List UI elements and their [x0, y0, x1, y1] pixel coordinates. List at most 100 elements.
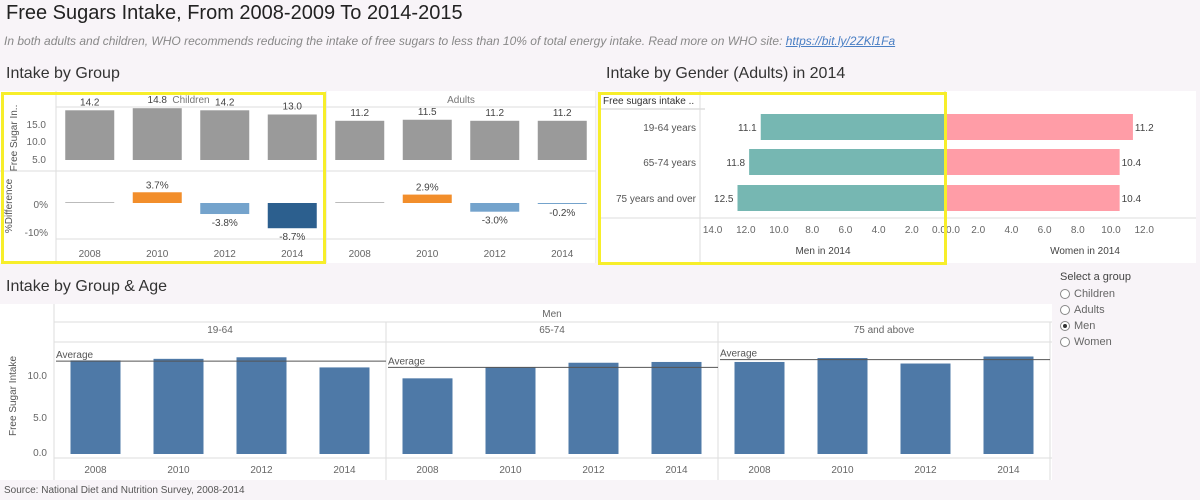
age-chart-marks: Men 10.0 5.0 0.0 Free Sugar Intake 19-64 Avera… — [8, 304, 1052, 480]
bar-pct-diff — [537, 203, 587, 204]
bar-intake — [267, 114, 317, 160]
page-subtitle: In both adults and children, WHO recomme… — [4, 34, 895, 48]
bar-intake — [402, 378, 453, 454]
panel-header: Adults — [447, 95, 475, 106]
bar-intake — [153, 358, 204, 454]
radio-men[interactable]: Men — [1060, 318, 1190, 334]
panel-header: 19-64 — [207, 325, 233, 336]
radio-button[interactable] — [1060, 337, 1070, 347]
radio-adults[interactable]: Adults — [1060, 302, 1190, 318]
x-tick-label: 2010 — [416, 249, 439, 260]
source-note: Source: National Diet and Nutrition Surv… — [4, 485, 245, 496]
x-tick-label: 8.0 — [805, 225, 819, 236]
group-chart: Children Adults 15.0 10.0 5.0 Free Sugar In..… — [0, 91, 596, 263]
x-tick-label: 2012 — [214, 249, 237, 260]
bar-label: 14.2 — [80, 97, 100, 108]
age-chart: Men 10.0 5.0 0.0 Free Sugar Intake 19-64 Avera… — [0, 304, 1052, 480]
bar-women — [947, 149, 1120, 175]
gender-chart: Free sugars intake .. 19-64 years 65-74 ye… — [600, 91, 1196, 263]
bar-intake — [65, 110, 115, 160]
gender-chart-marks: Free sugars intake .. 19-64 years 65-74 ye… — [600, 91, 1196, 263]
average-label: Average — [56, 350, 94, 361]
bar-women — [947, 185, 1120, 211]
bar-label: 11.2 — [350, 108, 369, 119]
panel-header: 75 and above — [854, 325, 915, 336]
x-tick-label: 10.0 — [769, 225, 789, 236]
bar-intake — [568, 362, 619, 454]
x-tick-label: 0.0 — [932, 225, 946, 236]
bar-intake — [983, 356, 1034, 454]
bar-pct-diff — [132, 192, 182, 203]
filter-label: Select a group — [1060, 271, 1131, 283]
panel-header: 65-74 — [539, 325, 565, 336]
radio-women[interactable]: Women — [1060, 334, 1190, 350]
y-axis-title: %Difference — [4, 178, 15, 233]
bar-intake — [651, 361, 702, 454]
radio-children[interactable]: Children — [1060, 286, 1190, 302]
x-tick-label: 2012 — [250, 465, 273, 476]
radio-button[interactable] — [1060, 305, 1070, 315]
radio-button[interactable] — [1060, 289, 1070, 299]
bar-label: -8.7% — [279, 232, 305, 243]
y-tick-label: 10.0 — [27, 137, 47, 148]
bar-pct-diff — [402, 194, 452, 203]
bar-label: 11.2 — [1135, 123, 1154, 134]
bar-label: 14.2 — [215, 97, 235, 108]
bar-intake — [200, 110, 250, 160]
bar-label: 11.2 — [553, 108, 572, 119]
bar-intake — [236, 357, 287, 454]
row-header: Free sugars intake .. — [603, 96, 694, 107]
group-filter: Select a group Children Adults Men Women — [1060, 271, 1190, 350]
bar-label: 2.9% — [416, 183, 439, 194]
bar-pct-diff — [335, 202, 385, 203]
bar-intake — [70, 360, 121, 454]
bar-label: 12.5 — [714, 194, 734, 205]
bar-pct-diff — [470, 203, 520, 212]
x-tick-label: 2.0 — [905, 225, 919, 236]
x-tick-label: 2008 — [416, 465, 439, 476]
radio-button-selected[interactable] — [1060, 321, 1070, 331]
x-tick-label: 2014 — [551, 249, 574, 260]
bar-label: -0.2% — [549, 208, 575, 219]
section-title-group: Intake by Group — [6, 65, 120, 82]
x-tick-label: 8.0 — [1071, 225, 1085, 236]
x-tick-label: 2010 — [499, 465, 522, 476]
radio-label: Women — [1074, 336, 1112, 348]
x-tick-label: 12.0 — [1134, 225, 1154, 236]
y-tick-label: 5.0 — [32, 155, 46, 166]
x-tick-label: 4.0 — [872, 225, 886, 236]
x-tick-label: 2010 — [167, 465, 190, 476]
x-tick-label: 2012 — [582, 465, 605, 476]
bar-intake — [470, 120, 520, 160]
bar-intake — [132, 108, 182, 160]
x-tick-label: 2008 — [79, 249, 102, 260]
y-tick-label: 0.0 — [33, 448, 47, 459]
bar-intake — [537, 120, 587, 160]
subtitle-text: In both adults and children, WHO recomme… — [4, 34, 786, 48]
group-header: Men — [542, 309, 561, 320]
y-axis-title: Free Sugar Intake — [8, 356, 19, 436]
x-tick-label: 2014 — [665, 465, 688, 476]
group-chart-marks: Children Adults 15.0 10.0 5.0 Free Sugar In..… — [0, 91, 596, 263]
x-tick-label: 12.0 — [736, 225, 756, 236]
bar-label: 13.0 — [283, 102, 303, 113]
bar-men — [749, 149, 945, 175]
x-tick-label: 14.0 — [703, 225, 723, 236]
row-label: 65-74 years — [643, 158, 696, 169]
x-tick-label: 2012 — [914, 465, 937, 476]
bar-men — [737, 185, 945, 211]
bar-intake — [402, 119, 452, 160]
x-tick-label: 6.0 — [1038, 225, 1052, 236]
who-link[interactable]: https://bit.ly/2ZKl1Fa — [785, 34, 896, 48]
x-tick-label: 2014 — [997, 465, 1020, 476]
bar-pct-diff — [65, 202, 115, 203]
radio-label: Adults — [1074, 304, 1105, 316]
x-tick-label: 2008 — [349, 249, 372, 260]
page-title: Free Sugars Intake, From 2008-2009 To 20… — [6, 2, 463, 24]
x-tick-label: 2008 — [748, 465, 771, 476]
x-tick-label: 0.0 — [946, 225, 960, 236]
bar-men — [760, 114, 945, 140]
bar-label: 10.4 — [1122, 158, 1142, 169]
x-tick-label: 4.0 — [1004, 225, 1018, 236]
x-tick-label: 2.0 — [971, 225, 985, 236]
